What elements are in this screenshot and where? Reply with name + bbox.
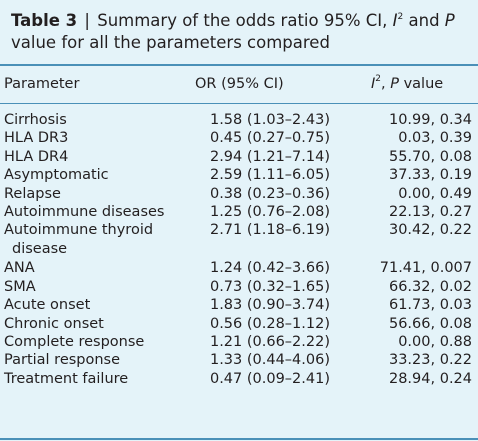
table-row: Cirrhosis 1.58 (1.03–2.43) 10.99, 0.34 (0, 111, 478, 129)
cell-parameter: Relapse (4, 185, 194, 203)
table-row: Complete response 1.21 (0.66–2.22) 0.00,… (0, 333, 478, 351)
cell-or: 1.24 (0.42–3.66) (180, 259, 330, 277)
caption-text-3: value for all the parameters compared (11, 33, 330, 52)
cell-or: 0.38 (0.23–0.36) (180, 185, 330, 203)
table-row: Chronic onset 0.56 (0.28–1.12) 56.66, 0.… (0, 315, 478, 333)
caption-i-superscript: 2 (398, 12, 404, 22)
table-label: Table 3 (11, 11, 77, 30)
cell-parameter-line1: Autoimmune thyroid (4, 222, 153, 238)
cell-parameter: Chronic onset (4, 315, 194, 333)
table-row: Treatment failure 0.47 (0.09–2.41) 28.94… (0, 370, 478, 388)
cell-or: 0.56 (0.28–1.12) (180, 315, 330, 333)
header-parameter: Parameter (4, 76, 79, 92)
table-row: Autoimmune diseases 1.25 (0.76–2.08) 22.… (0, 203, 478, 221)
cell-parameter: Autoimmune thyroid disease (4, 221, 194, 258)
cell-i2-p: 33.23, 0.22 (330, 351, 472, 369)
cell-i2-p: 22.13, 0.27 (330, 203, 472, 221)
table-row: Relapse 0.38 (0.23–0.36) 0.00, 0.49 (0, 185, 478, 203)
header-rule (0, 103, 478, 104)
cell-i2-p: 0.03, 0.39 (330, 129, 472, 147)
cell-i2-p: 56.66, 0.08 (330, 315, 472, 333)
table-header: Parameter OR (95% CI) I2, P value (0, 66, 478, 104)
table-row: HLA DR3 0.45 (0.27–0.75) 0.03, 0.39 (0, 129, 478, 147)
cell-i2-p: 66.32, 0.02 (330, 278, 472, 296)
cell-or: 0.73 (0.32–1.65) (180, 278, 330, 296)
cell-i2-p: 30.42, 0.22 (330, 221, 472, 239)
caption-p-letter: P (445, 11, 455, 30)
cell-parameter: Treatment failure (4, 370, 194, 388)
cell-i2-p: 55.70, 0.08 (330, 148, 472, 166)
cell-i2-p: 28.94, 0.24 (330, 370, 472, 388)
cell-or: 2.94 (1.21–7.14) (180, 148, 330, 166)
table-caption: Table 3 | Summary of the odds ratio 95% … (0, 0, 478, 64)
table-body: Cirrhosis 1.58 (1.03–2.43) 10.99, 0.34 H… (0, 111, 478, 388)
cell-or: 1.25 (0.76–2.08) (180, 203, 330, 221)
table-row: ANA 1.24 (0.42–3.66) 71.41, 0.007 (0, 259, 478, 277)
cell-i2-p: 0.00, 0.88 (330, 333, 472, 351)
header-p-rest: value (399, 76, 443, 92)
cell-or: 2.71 (1.18–6.19) (180, 221, 330, 239)
cell-i2-p: 10.99, 0.34 (330, 111, 472, 129)
bottom-rule (0, 438, 478, 440)
cell-or: 1.21 (0.66–2.22) (180, 333, 330, 351)
cell-parameter: Autoimmune diseases (4, 203, 194, 221)
cell-parameter-line2: disease (4, 240, 194, 258)
caption-text-2: and (403, 11, 445, 30)
table-row: Partial response 1.33 (0.44–4.06) 33.23,… (0, 351, 478, 369)
table-row: SMA 0.73 (0.32–1.65) 66.32, 0.02 (0, 278, 478, 296)
cell-parameter: Partial response (4, 351, 194, 369)
cell-i2-p: 71.41, 0.007 (330, 259, 472, 277)
cell-i2-p: 37.33, 0.19 (330, 166, 472, 184)
cell-parameter: HLA DR3 (4, 129, 194, 147)
header-or: OR (95% CI) (195, 76, 284, 92)
cell-or: 2.59 (1.11–6.05) (180, 166, 330, 184)
cell-or: 1.33 (0.44–4.06) (180, 351, 330, 369)
caption-separator: | (84, 11, 90, 30)
cell-i2-p: 61.73, 0.03 (330, 296, 472, 314)
cell-or: 0.47 (0.09–2.41) (180, 370, 330, 388)
cell-parameter: ANA (4, 259, 194, 277)
cell-parameter: SMA (4, 278, 194, 296)
header-i-superscript: 2 (375, 74, 381, 84)
table-row: Asymptomatic 2.59 (1.11–6.05) 37.33, 0.1… (0, 166, 478, 184)
table-row: Autoimmune thyroid disease 2.71 (1.18–6.1… (0, 221, 478, 259)
caption-text-1: Summary of the odds ratio 95% CI, (97, 11, 392, 30)
header-p-letter: P (390, 76, 399, 92)
cell-or: 0.45 (0.27–0.75) (180, 129, 330, 147)
cell-parameter: Asymptomatic (4, 166, 194, 184)
caption-i-letter: I (393, 11, 398, 30)
cell-parameter: Complete response (4, 333, 194, 351)
cell-parameter: Acute onset (4, 296, 194, 314)
cell-i2-p: 0.00, 0.49 (330, 185, 472, 203)
header-i-rest: , (381, 76, 390, 92)
table-row: HLA DR4 2.94 (1.21–7.14) 55.70, 0.08 (0, 148, 478, 166)
header-i2-p: I2, P value (371, 76, 443, 92)
cell-or: 1.83 (0.90–3.74) (180, 296, 330, 314)
cell-parameter: HLA DR4 (4, 148, 194, 166)
cell-or: 1.58 (1.03–2.43) (180, 111, 330, 129)
table-row: Acute onset 1.83 (0.90–3.74) 61.73, 0.03 (0, 296, 478, 314)
cell-parameter: Cirrhosis (4, 111, 194, 129)
